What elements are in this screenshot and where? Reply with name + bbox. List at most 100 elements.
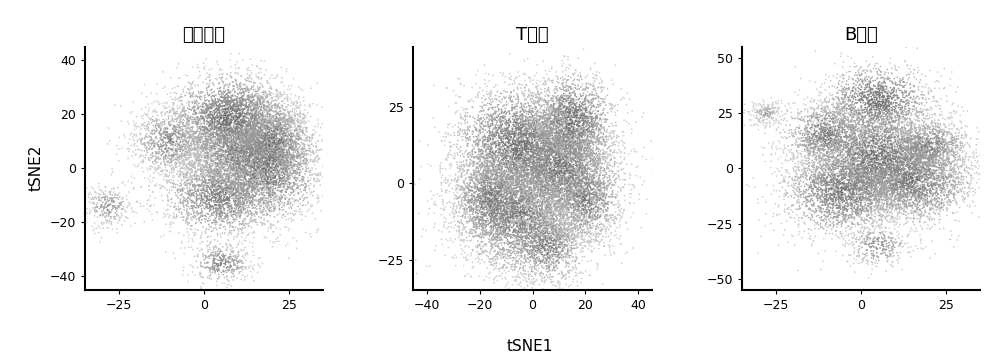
Point (974, 136, 990, 142)
Point (909, 109, 925, 115)
Point (764, 103, 780, 109)
Point (862, 129, 878, 135)
Point (528, 120, 544, 125)
Point (819, 143, 835, 149)
Point (553, 209, 569, 214)
Point (295, 166, 311, 172)
Point (931, 202, 947, 208)
Point (261, 103, 277, 109)
Point (269, 160, 285, 166)
Point (900, 143, 916, 149)
Point (500, 185, 516, 191)
Point (855, 78, 871, 84)
Point (881, 99, 897, 105)
Point (551, 170, 567, 175)
Point (826, 222, 842, 228)
Point (506, 251, 522, 256)
Point (198, 170, 214, 176)
Point (252, 205, 268, 211)
Point (233, 159, 249, 165)
Point (839, 187, 855, 192)
Point (522, 117, 538, 123)
Point (580, 141, 596, 147)
Point (535, 174, 551, 180)
Point (484, 170, 500, 176)
Point (924, 174, 940, 180)
Point (258, 135, 274, 140)
Point (273, 118, 289, 124)
Point (935, 167, 951, 173)
Point (192, 129, 208, 135)
Point (559, 176, 575, 182)
Point (490, 184, 506, 190)
Point (598, 158, 614, 164)
Point (457, 168, 473, 174)
Point (167, 111, 183, 116)
Point (535, 148, 551, 154)
Point (568, 110, 584, 116)
Point (537, 159, 553, 165)
Point (212, 101, 228, 107)
Point (164, 188, 180, 193)
Point (255, 124, 271, 130)
Point (567, 134, 583, 140)
Point (836, 120, 852, 126)
Point (860, 189, 876, 195)
Point (855, 76, 871, 82)
Point (488, 132, 504, 138)
Point (855, 204, 871, 209)
Point (497, 274, 513, 280)
Point (226, 171, 242, 177)
Point (508, 201, 524, 207)
Point (552, 115, 568, 121)
Point (134, 136, 150, 142)
Point (201, 135, 217, 141)
Point (582, 143, 598, 149)
Point (571, 147, 587, 153)
Point (181, 130, 197, 135)
Point (234, 114, 250, 120)
Point (572, 156, 588, 162)
Point (514, 234, 530, 240)
Point (477, 188, 493, 193)
Point (524, 169, 540, 175)
Point (490, 170, 506, 175)
Point (901, 156, 917, 162)
Point (572, 154, 588, 159)
Point (272, 194, 288, 200)
Point (214, 162, 230, 168)
Point (552, 211, 568, 217)
Point (285, 134, 301, 139)
Point (500, 216, 516, 222)
Point (270, 124, 286, 130)
Point (223, 202, 239, 208)
Point (292, 167, 308, 173)
Point (967, 203, 983, 209)
Point (616, 95, 632, 101)
Point (261, 137, 277, 143)
Point (505, 186, 521, 192)
Point (490, 185, 506, 190)
Point (222, 103, 238, 109)
Point (518, 200, 534, 206)
Point (503, 235, 519, 241)
Point (839, 101, 855, 107)
Point (218, 268, 234, 274)
Point (154, 142, 170, 147)
Point (532, 221, 548, 227)
Point (518, 176, 534, 182)
Point (235, 154, 251, 160)
Point (891, 146, 907, 152)
Point (873, 69, 889, 75)
Point (555, 140, 571, 146)
Point (823, 196, 839, 202)
Point (523, 160, 539, 166)
Point (557, 178, 573, 183)
Point (571, 84, 587, 90)
Point (900, 154, 916, 160)
Point (572, 153, 588, 159)
Point (595, 197, 611, 203)
Point (855, 190, 871, 196)
Point (874, 174, 890, 180)
Point (243, 143, 259, 149)
